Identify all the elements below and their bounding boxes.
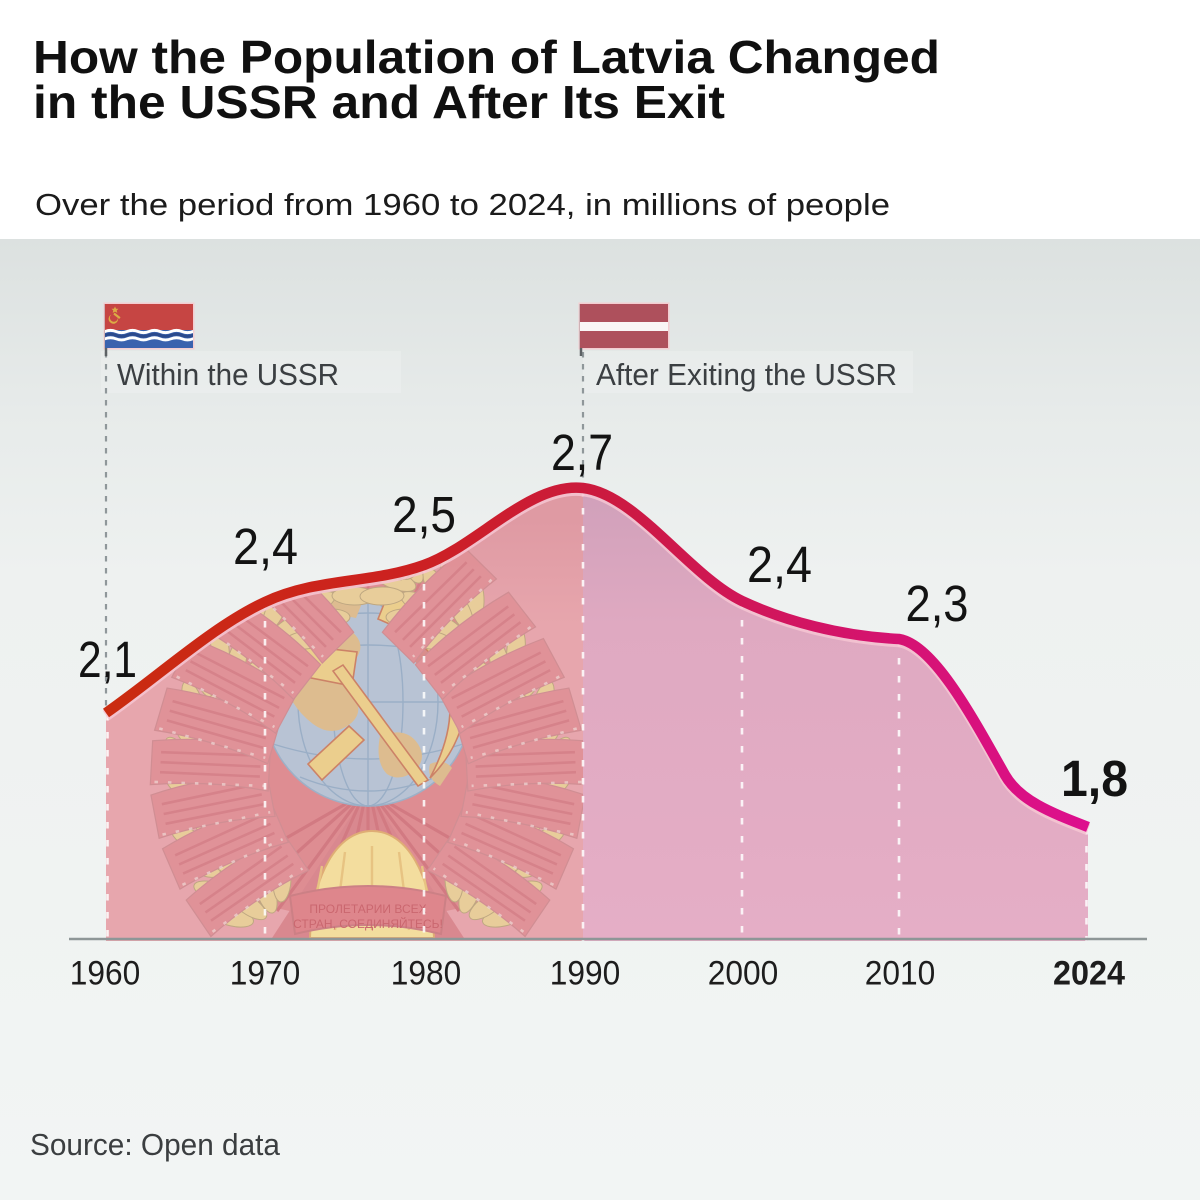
svg-text:Within the USSR: Within the USSR xyxy=(117,357,339,392)
svg-text:1980: 1980 xyxy=(391,955,462,993)
svg-text:2,7: 2,7 xyxy=(551,424,613,481)
svg-text:2,3: 2,3 xyxy=(906,575,969,632)
svg-text:Over the period from 1960 to 2: Over the period from 1960 to 2024, in mi… xyxy=(35,187,890,222)
svg-text:1970: 1970 xyxy=(230,955,301,993)
svg-text:2,5: 2,5 xyxy=(392,486,456,543)
svg-text:1,8: 1,8 xyxy=(1061,750,1128,807)
svg-text:in the USSR and After Its Exit: in the USSR and After Its Exit xyxy=(33,76,725,128)
svg-text:2,4: 2,4 xyxy=(233,518,298,575)
svg-text:2024: 2024 xyxy=(1053,955,1125,993)
svg-text:1960: 1960 xyxy=(70,955,141,993)
svg-text:2,4: 2,4 xyxy=(747,536,812,593)
svg-text:СТРАН, СОЕДИНЯЙТЕСЬ!: СТРАН, СОЕДИНЯЙТЕСЬ! xyxy=(293,916,443,931)
svg-text:How the Population of Latvia C: How the Population of Latvia Changed xyxy=(33,31,940,83)
svg-text:1990: 1990 xyxy=(550,955,621,993)
svg-text:After Exiting the USSR: After Exiting the USSR xyxy=(596,357,897,392)
svg-text:2000: 2000 xyxy=(708,955,779,993)
svg-text:ПРОЛЕТАРИИ ВСЕХ: ПРОЛЕТАРИИ ВСЕХ xyxy=(309,902,426,916)
svg-text:2,1: 2,1 xyxy=(78,631,137,688)
svg-text:2010: 2010 xyxy=(865,955,936,993)
svg-text:Source: Open data: Source: Open data xyxy=(30,1127,281,1162)
